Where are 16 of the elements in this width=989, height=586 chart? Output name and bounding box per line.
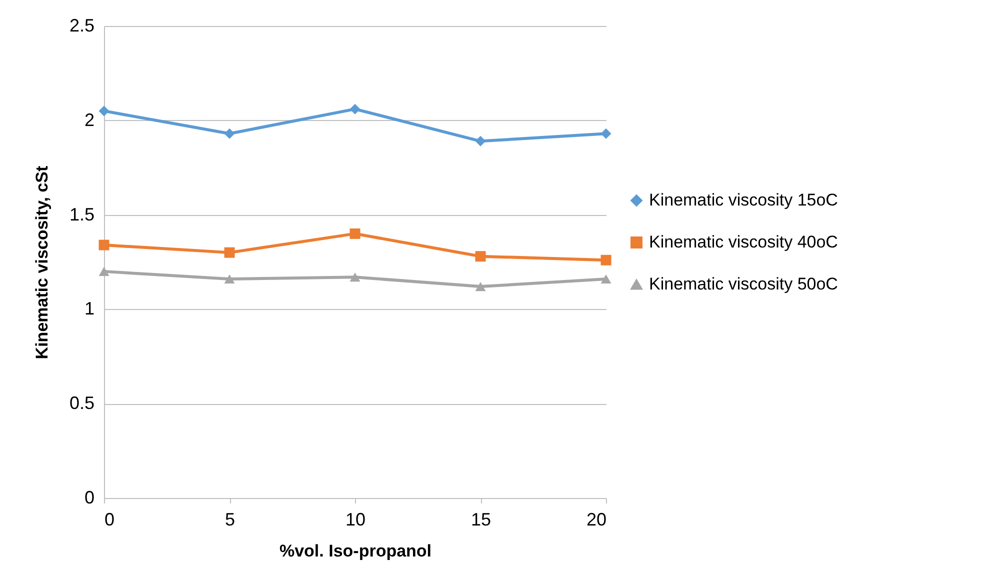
x-tick-label: 10 — [345, 510, 366, 530]
y-tick-label: 2.5 — [69, 16, 94, 36]
x-tick-label: 15 — [470, 510, 492, 530]
x-axis-title: %vol. Iso-propanol — [279, 542, 432, 560]
y-tick-label: 0 — [84, 488, 94, 508]
legend-label: Kinematic viscosity 50oC — [649, 274, 838, 294]
x-tick-label: 0 — [104, 510, 115, 530]
y-tick-label: 0.5 — [69, 393, 94, 414]
x-tick-label: 20 — [586, 510, 606, 530]
y-tick-label: 2 — [84, 110, 94, 130]
y-tick-label: 1 — [84, 298, 94, 319]
x-tick-label: 5 — [224, 510, 236, 530]
legend-label: Kinematic viscosity 15oC — [649, 190, 838, 210]
y-axis-title: Kinematic viscosity, cSt — [32, 165, 52, 360]
y-tick-label: 1.5 — [69, 204, 94, 224]
legend-label: Kinematic viscosity 40oC — [649, 232, 838, 252]
